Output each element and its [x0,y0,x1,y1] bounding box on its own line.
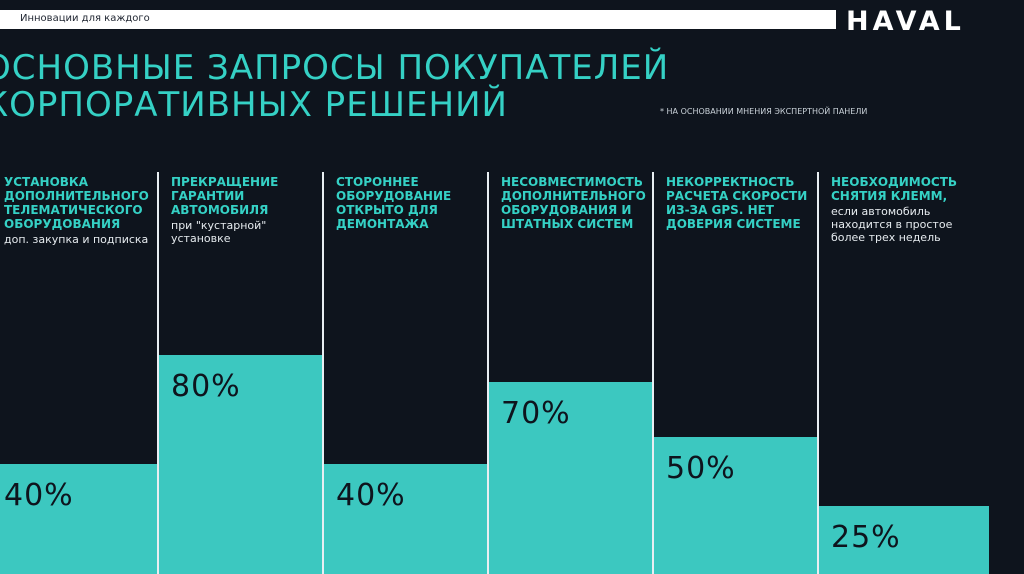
data-label: 50% [666,451,736,486]
category-title: стороннее оборудование открыто для демон… [336,175,452,231]
category-label: установка дополнительного телематическог… [4,175,154,246]
category-title: некорректность расчета скорости из-за GP… [666,175,808,231]
category-label: некорректность расчета скорости из-за GP… [666,175,816,231]
chart-column: необходимость снятия клемм, если автомоб… [817,172,989,574]
category-title: установка дополнительного телематическог… [4,175,149,231]
bar: 70% [489,382,654,574]
chart-column: стороннее оборудование открыто для демон… [322,172,489,574]
chart-column: установка дополнительного телематическог… [0,172,157,574]
category-label: стороннее оборудование открыто для демон… [336,175,486,231]
data-label: 40% [336,478,406,514]
tagline: Инновации для каждого [20,13,150,24]
category-label: несовместимость дополнительного оборудов… [501,175,651,231]
data-label: 40% [4,478,74,514]
category-title: несовместимость дополнительного оборудов… [501,175,646,231]
category-label: необходимость снятия клемм, если автомоб… [831,175,981,244]
bar: 40% [0,464,157,574]
chart-column: прекращение гарантии автомобиля при "кус… [157,172,324,574]
data-label: 25% [831,519,901,555]
bar: 25% [819,505,989,574]
title-line-2: корпоративных решений [0,85,508,125]
category-title: прекращение гарантии автомобиля [171,175,279,217]
data-label: 70% [501,396,571,432]
category-note: доп. закупка и подписка [4,233,149,246]
bar: 80% [159,354,324,574]
data-label: 80% [171,368,241,404]
haval-logo: HAVAL [846,6,965,37]
bar: 50% [654,437,819,574]
category-note: если автомобиль находится в простое боле… [831,205,953,244]
chart-column: некорректность расчета скорости из-за GP… [652,172,819,574]
slide-title: основные запросы покупателей корпоративн… [0,50,669,124]
top-bar: Инновации для каждого [0,10,836,29]
chart-column: несовместимость дополнительного оборудов… [487,172,654,574]
category-title: необходимость снятия клемм, [831,175,958,203]
bar: 40% [324,464,489,574]
footnote: * НА ОСНОВАНИИ МНЕНИЯ ЭКСПЕРТНОЙ ПАНЕЛИ [660,107,868,116]
title-line-1: основные запросы покупателей [0,48,670,88]
category-note: при "кустарной" установке [171,219,267,245]
category-label: прекращение гарантии автомобиля при "кус… [171,175,321,245]
